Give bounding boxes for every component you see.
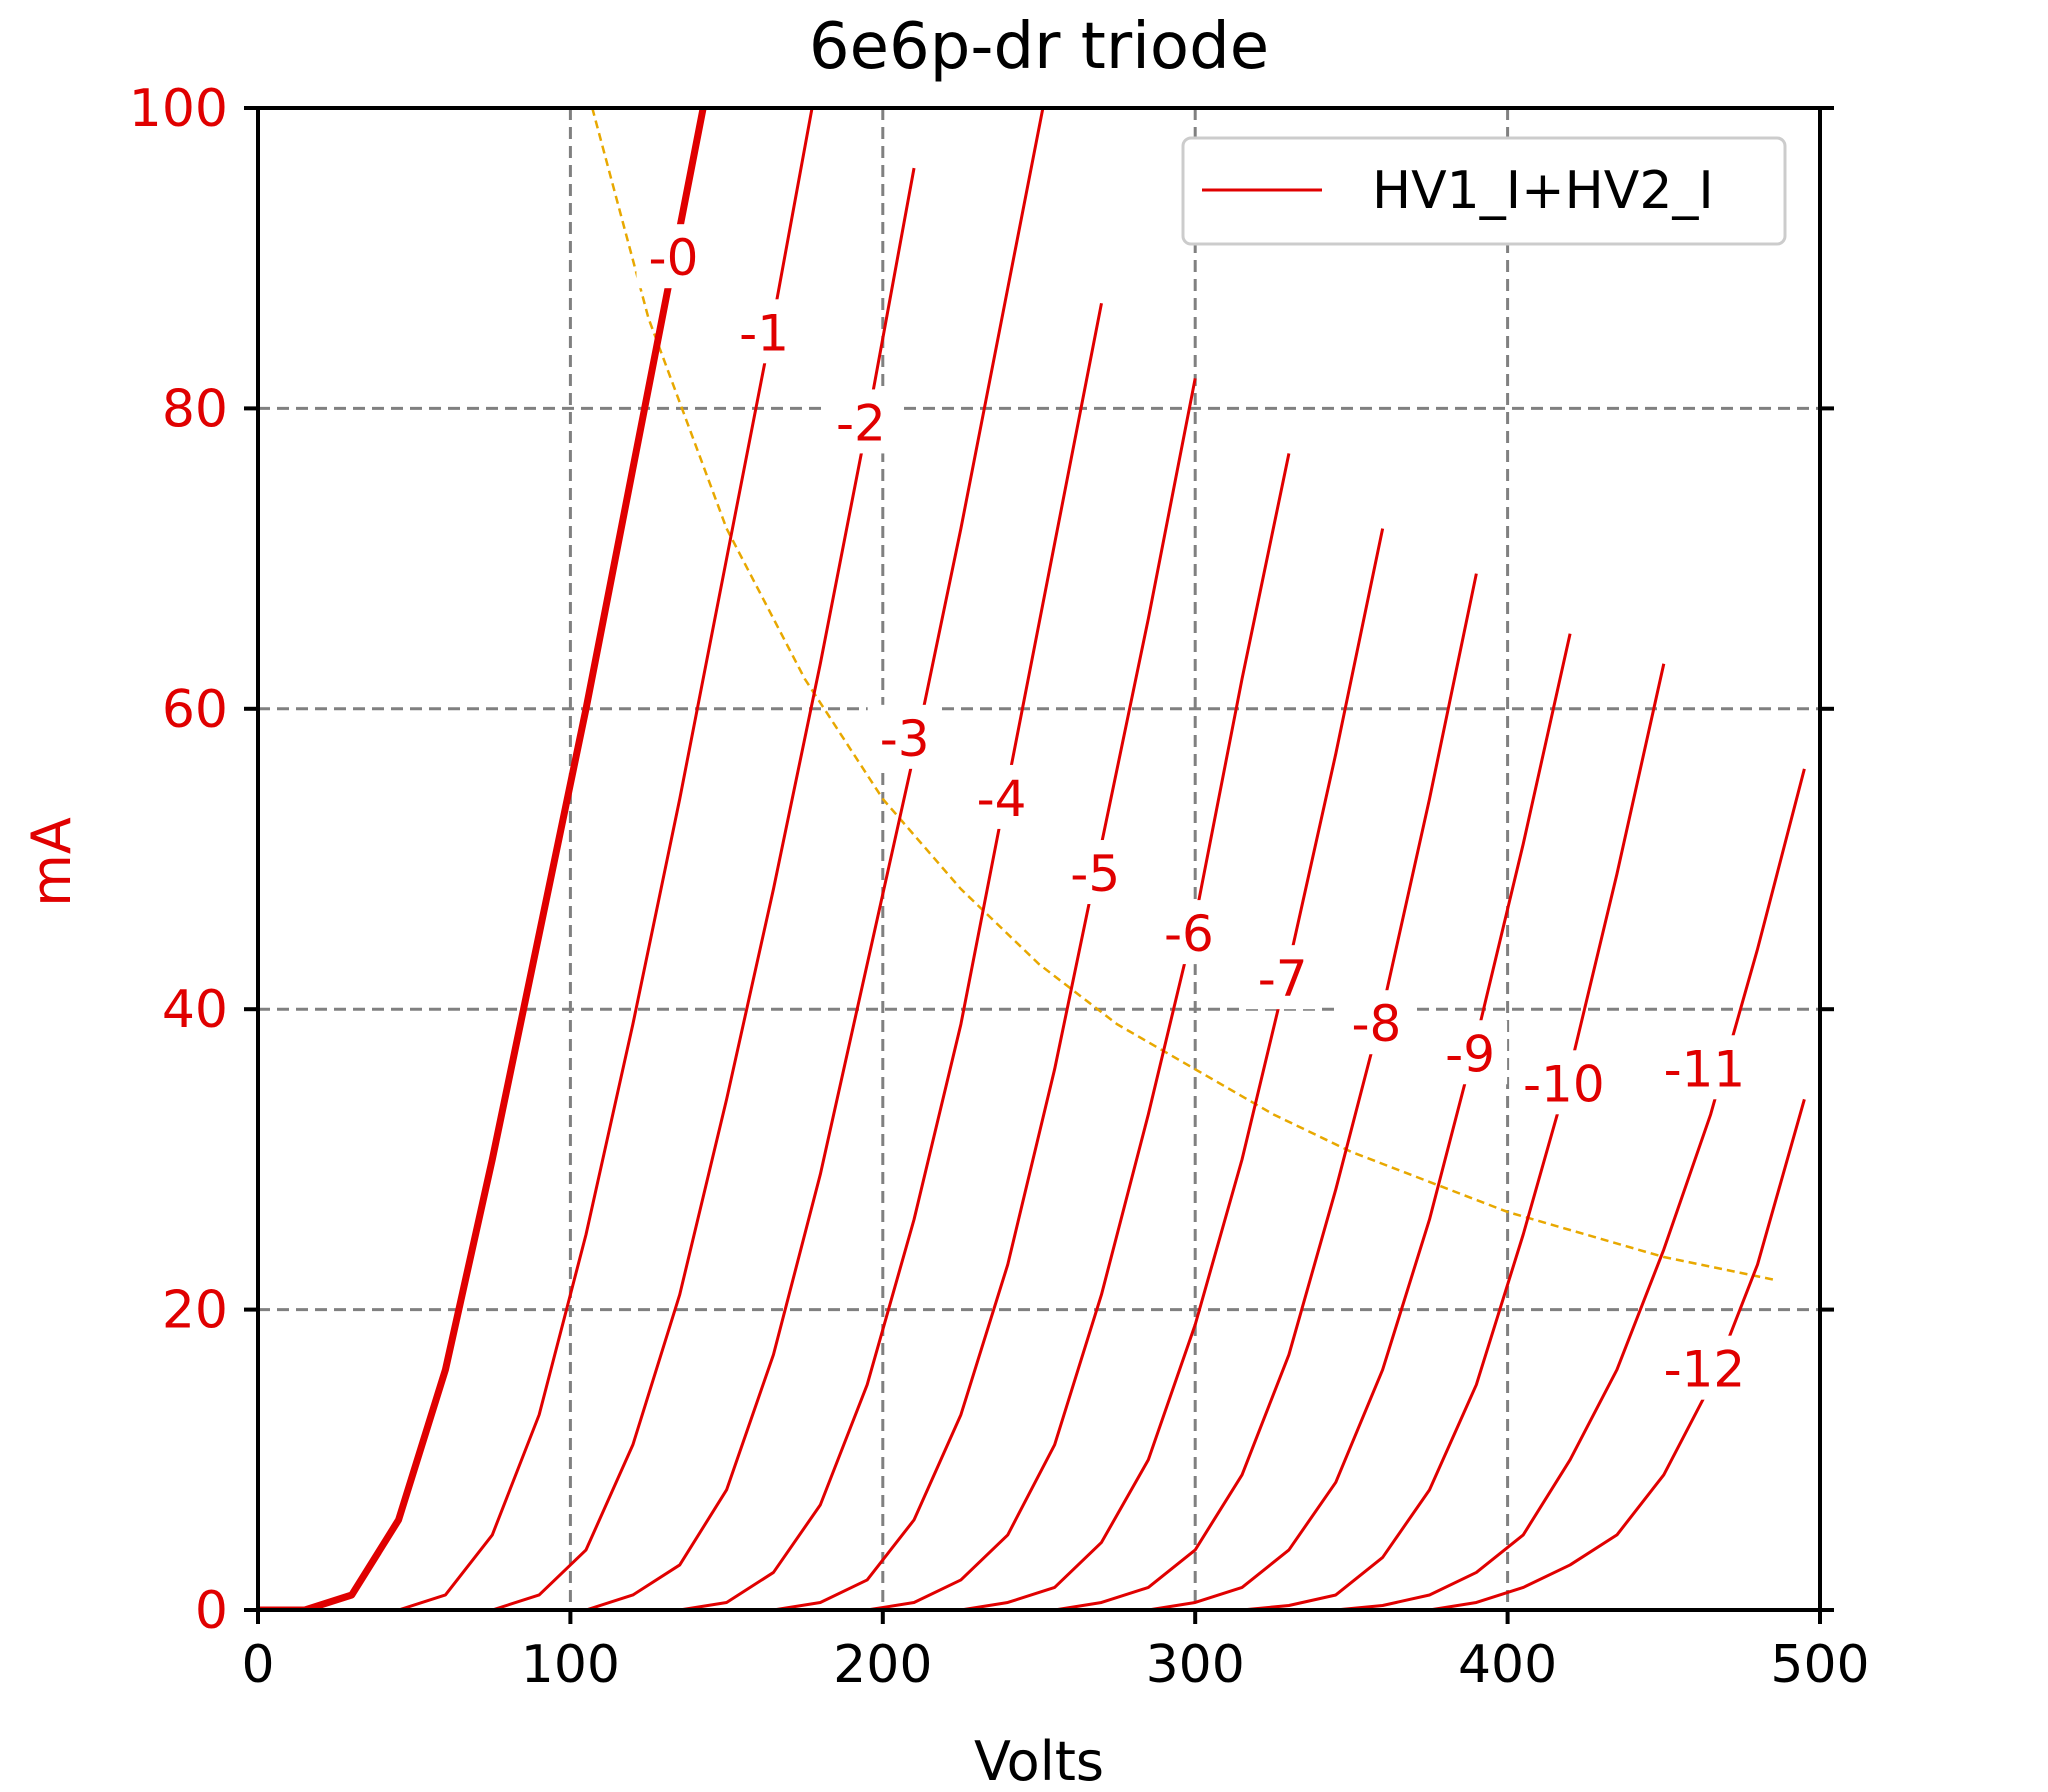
curve-label: -0	[649, 229, 699, 287]
curve-label: -4	[977, 770, 1027, 828]
curve-label: -1	[739, 304, 789, 362]
curve-label: -2	[836, 394, 886, 452]
curve-labels: -0 -1 -2 -3 -4 -5 -6 -7 -8 -9 -10 -11 -12	[636, 224, 1757, 1400]
curve-grid-neg7	[960, 528, 1385, 1610]
curve-label: -6	[1164, 905, 1214, 963]
x-tick-label: 400	[1458, 1635, 1557, 1695]
legend-box	[1181, 136, 1787, 246]
curve-grid-neg1	[398, 108, 814, 1610]
y-tick-label: 20	[162, 1281, 228, 1341]
curve-label: -5	[1070, 845, 1120, 903]
curve-label: -9	[1445, 1025, 1495, 1083]
legend-entry: HV1_I+HV2_I	[1372, 161, 1714, 221]
chart-title: 6e6p-dr triode	[809, 10, 1269, 84]
load-line	[591, 108, 1774, 1281]
curve-grid-neg5	[773, 378, 1197, 1610]
curve-grid-neg9	[1148, 633, 1572, 1610]
curve-label-background	[823, 389, 898, 454]
load-line-series	[591, 108, 1774, 1281]
curve-label-background	[636, 224, 711, 289]
x-tick-label: 0	[241, 1635, 274, 1695]
curve-grid-neg12	[1429, 1098, 1806, 1610]
curve-grid-neg0	[258, 108, 707, 1610]
ticks: 0 100 200 300 400 500 0 20 40 60 80 100	[129, 79, 1870, 1695]
y-tick-label: 100	[129, 79, 228, 139]
curve-label-background	[964, 764, 1039, 829]
curve-label-background	[1245, 945, 1320, 1010]
x-tick-label: 200	[833, 1635, 932, 1695]
curve-label-background	[1339, 990, 1414, 1055]
grid	[258, 108, 1820, 1610]
curve-label-background	[1511, 1050, 1616, 1115]
x-tick-label: 500	[1770, 1635, 1869, 1695]
curve-label-background	[1151, 900, 1226, 965]
y-tick-label: 0	[195, 1581, 228, 1641]
curve-label-background	[1652, 1335, 1757, 1400]
x-axis-label: Volts	[974, 1730, 1104, 1792]
curve-label-background	[727, 299, 802, 364]
curve-label-background	[1058, 840, 1133, 905]
curve-grid-neg10	[1241, 663, 1666, 1610]
curve-label: -7	[1258, 950, 1308, 1008]
y-tick-label: 40	[162, 980, 228, 1040]
y-tick-label: 60	[162, 680, 228, 740]
curve-grid-neg11	[1335, 768, 1806, 1610]
curve-label: -12	[1664, 1341, 1746, 1399]
y-axis-label: mA	[20, 817, 83, 907]
curve-label: -8	[1351, 995, 1401, 1053]
curve-grid-neg3	[585, 108, 1045, 1610]
plate-curves	[258, 108, 1806, 1610]
axes	[256, 106, 1822, 1612]
curve-label: -10	[1523, 1055, 1605, 1113]
curve-grid-neg8	[1054, 573, 1478, 1610]
curve-label: -11	[1664, 1040, 1746, 1098]
plot-frame	[256, 106, 1822, 1612]
curve-label-background	[867, 704, 942, 769]
curve-grid-neg6	[866, 453, 1291, 1610]
x-tick-label: 300	[1146, 1635, 1245, 1695]
x-tick-label: 100	[521, 1635, 620, 1695]
y-tick-label: 80	[162, 379, 228, 439]
legend: HV1_I+HV2_I	[1181, 136, 1787, 246]
curve-label-background	[1433, 1020, 1508, 1085]
curve-grid-neg2	[491, 167, 916, 1610]
curve-label-background	[1652, 1035, 1757, 1100]
curve-label: -3	[880, 710, 930, 768]
curve-grid-neg4	[679, 302, 1103, 1610]
